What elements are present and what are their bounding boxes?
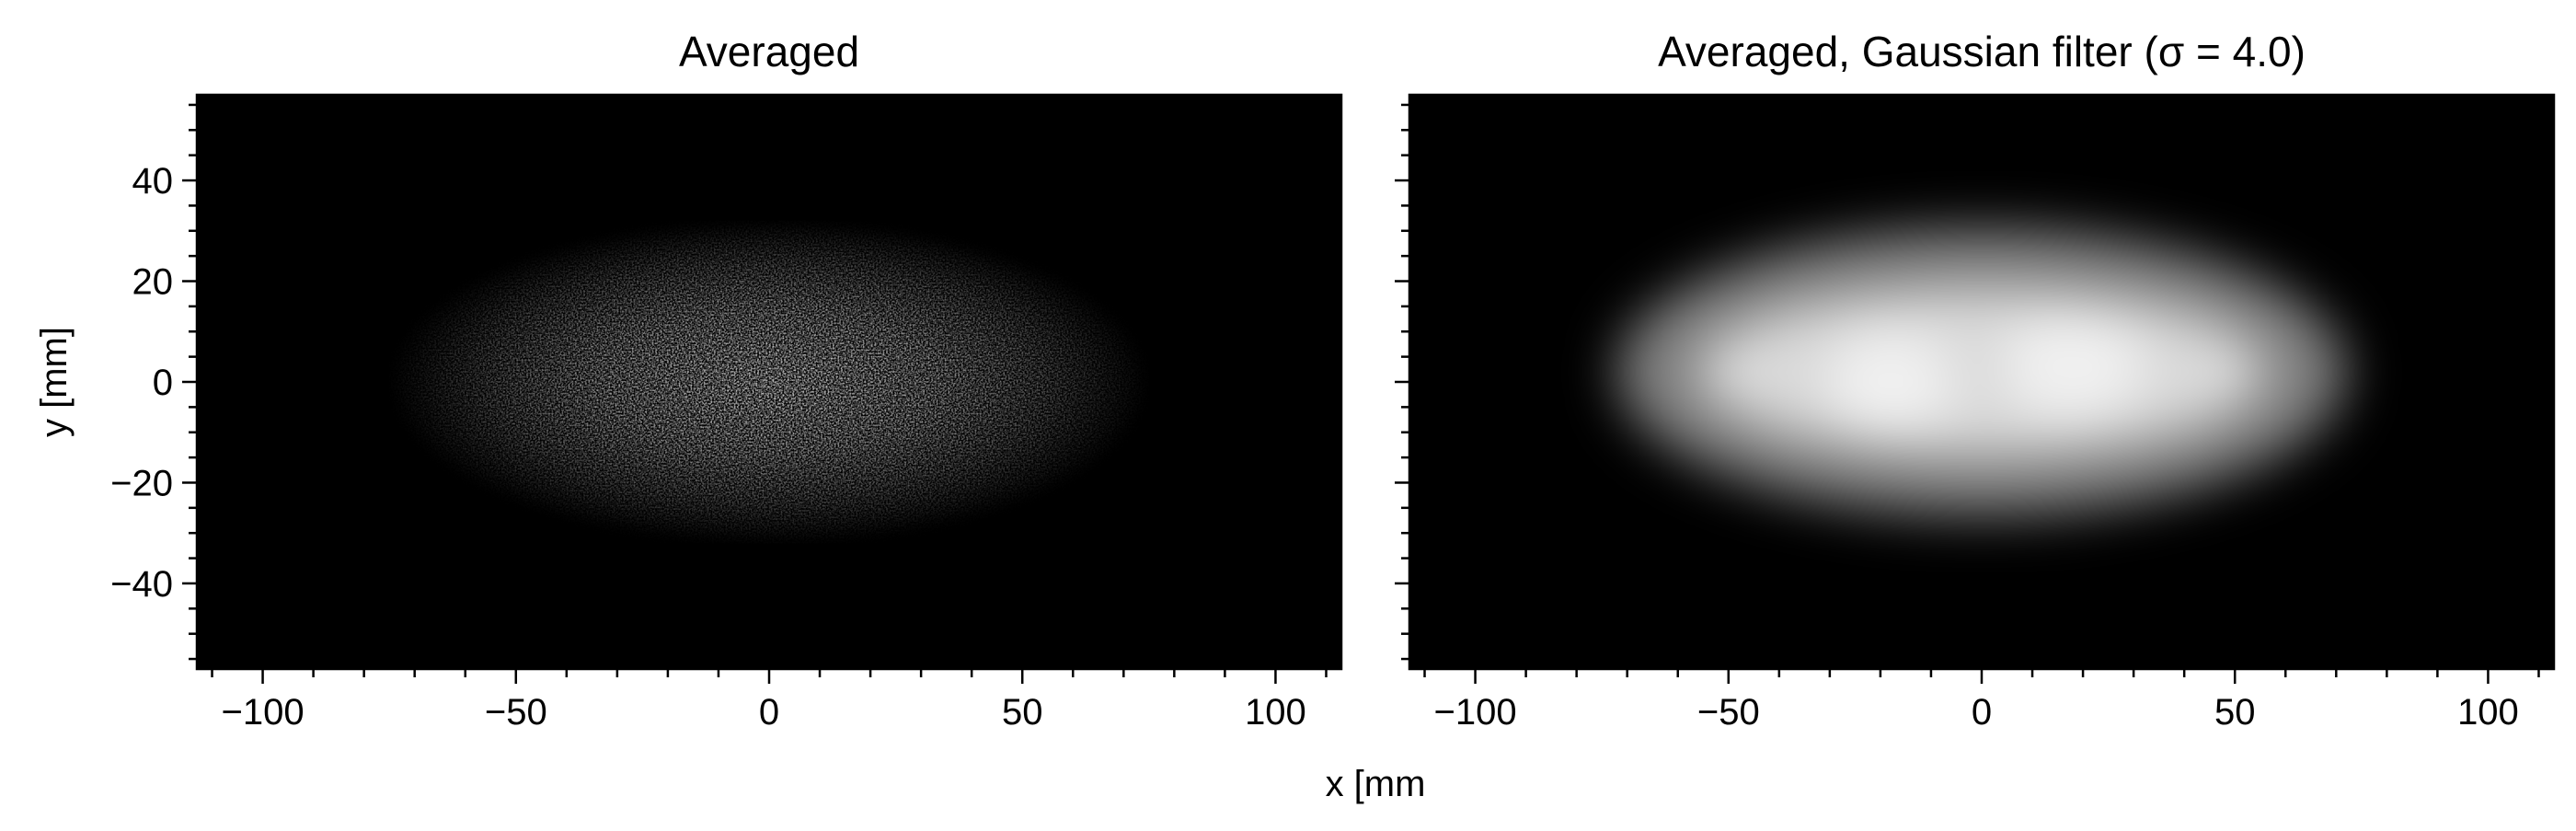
y-ticks-averaged: −40 −20 0 20 40 bbox=[110, 103, 197, 661]
x-tick-label: −100 bbox=[1434, 692, 1517, 733]
x-tick-label: 100 bbox=[2457, 692, 2519, 733]
x-tick-label: −50 bbox=[485, 692, 547, 733]
x-tick-label: 50 bbox=[2214, 692, 2256, 733]
panel-gaussian-filtered: Averaged, Gaussian filter (σ = 4.0) −100… bbox=[1395, 28, 2556, 733]
x-ticks-averaged: −100 −50 0 50 100 bbox=[211, 669, 1328, 733]
panel-title-averaged: Averaged bbox=[679, 28, 859, 75]
y-tick-label: −40 bbox=[110, 564, 173, 605]
panel-title-gaussian: Averaged, Gaussian filter (σ = 4.0) bbox=[1658, 28, 2306, 75]
y-tick-label: −20 bbox=[110, 463, 173, 503]
x-tick-label: 0 bbox=[1972, 692, 1992, 733]
y-tick-label: 40 bbox=[132, 161, 174, 202]
panel-averaged: Averaged −100 −50 0 50 100 −40 −20 0 20 40 bbox=[110, 28, 1343, 733]
x-ticks-gaussian: −100 −50 0 50 100 bbox=[1423, 669, 2540, 733]
heatmap-image-gaussian bbox=[1616, 228, 2347, 516]
y-ticks-gaussian bbox=[1395, 103, 1409, 661]
x-tick-label: 0 bbox=[759, 692, 779, 733]
x-tick-label: 50 bbox=[1002, 692, 1043, 733]
x-tick-label: −50 bbox=[1697, 692, 1760, 733]
x-tick-label: −100 bbox=[222, 692, 305, 733]
x-tick-label: 100 bbox=[1245, 692, 1306, 733]
y-axis-label: y [mm] bbox=[34, 327, 75, 437]
y-tick-label: 0 bbox=[153, 363, 173, 403]
heatmap-blob-noisy bbox=[389, 220, 1149, 544]
heatmap-image-averaged bbox=[389, 220, 1149, 544]
x-axis-label: x [mm bbox=[1326, 764, 1426, 804]
heatmap-blob-smooth bbox=[1616, 228, 2347, 516]
y-tick-label: 20 bbox=[132, 262, 174, 303]
